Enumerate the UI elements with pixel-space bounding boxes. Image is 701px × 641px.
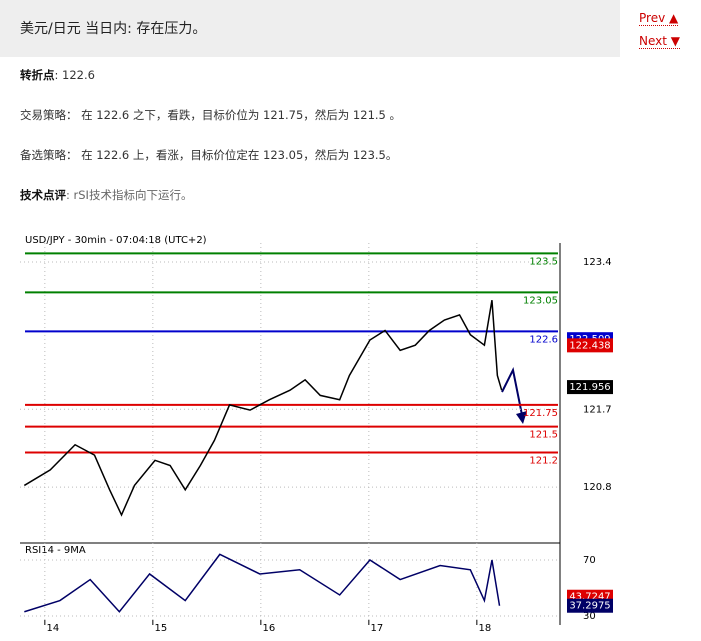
comment-text: : rSI技术指标向下运行。 bbox=[66, 188, 193, 202]
level-label: 121.5 bbox=[529, 430, 558, 441]
x-tick-label: 16 bbox=[262, 623, 275, 634]
x-tick-label: 14 bbox=[46, 623, 59, 634]
rsi-tag-label: 37.2975 bbox=[569, 601, 610, 612]
comment-label: 技术点评 bbox=[20, 188, 66, 202]
y-tick-label: 121.7 bbox=[583, 404, 612, 415]
x-tick-label: 18 bbox=[478, 623, 491, 634]
prev-text[interactable]: Prev bbox=[639, 11, 666, 25]
next-link[interactable]: Next ▼ bbox=[639, 34, 681, 49]
rsi-tag-label: 43.7247 bbox=[569, 592, 610, 603]
prev-link[interactable]: Prev ▲ bbox=[639, 11, 679, 26]
title: 美元/日元 当日内: 存在压力。 bbox=[20, 21, 207, 37]
header: 美元/日元 当日内: 存在压力。 bbox=[0, 0, 620, 57]
price-tag-label: 121.956 bbox=[569, 382, 610, 393]
projection-arrow bbox=[501, 366, 524, 421]
price-tag-label: 122.438 bbox=[569, 340, 610, 351]
level-label: 123.5 bbox=[529, 256, 558, 267]
comment: 技术点评: rSI技术指标向下运行。 bbox=[20, 187, 192, 203]
next-text[interactable]: Next bbox=[639, 34, 667, 48]
price-tag bbox=[567, 338, 613, 353]
rsi-title: RSI14 - 9MA bbox=[25, 545, 86, 556]
strategy: 交易策略： 在 122.6 之下，看跌，目标价位为 121.75，然后为 121… bbox=[20, 108, 402, 122]
price-tag bbox=[567, 380, 613, 395]
y-tick-label: 123.4 bbox=[583, 257, 612, 268]
level-label: 121.75 bbox=[523, 408, 558, 419]
pivot-label: 转折点 bbox=[20, 68, 55, 82]
alternative: 备选策略： 在 122.6 上，看涨，目标价位定在 123.05，然后为 123… bbox=[20, 148, 398, 162]
y-tick-label: 120.8 bbox=[583, 482, 612, 493]
arrow-head bbox=[516, 411, 527, 424]
x-tick-label: 15 bbox=[154, 623, 167, 634]
price-line bbox=[23, 300, 503, 517]
chart-title: USD/JPY - 30min - 07:04:18 (UTC+2) bbox=[25, 235, 207, 246]
pivot: 转折点: 122.6 bbox=[20, 67, 95, 83]
x-tick-label: 17 bbox=[370, 623, 383, 634]
rsi-tag bbox=[567, 598, 613, 613]
level-label: 123.05 bbox=[523, 295, 558, 306]
rsi-tick-label: 70 bbox=[583, 555, 596, 566]
rsi-line bbox=[24, 553, 501, 613]
level-label: 121.2 bbox=[529, 456, 558, 467]
rsi-tick-label: 30 bbox=[583, 611, 596, 622]
level-label: 122.6 bbox=[529, 334, 558, 345]
pivot-text: : 122.6 bbox=[54, 68, 95, 82]
